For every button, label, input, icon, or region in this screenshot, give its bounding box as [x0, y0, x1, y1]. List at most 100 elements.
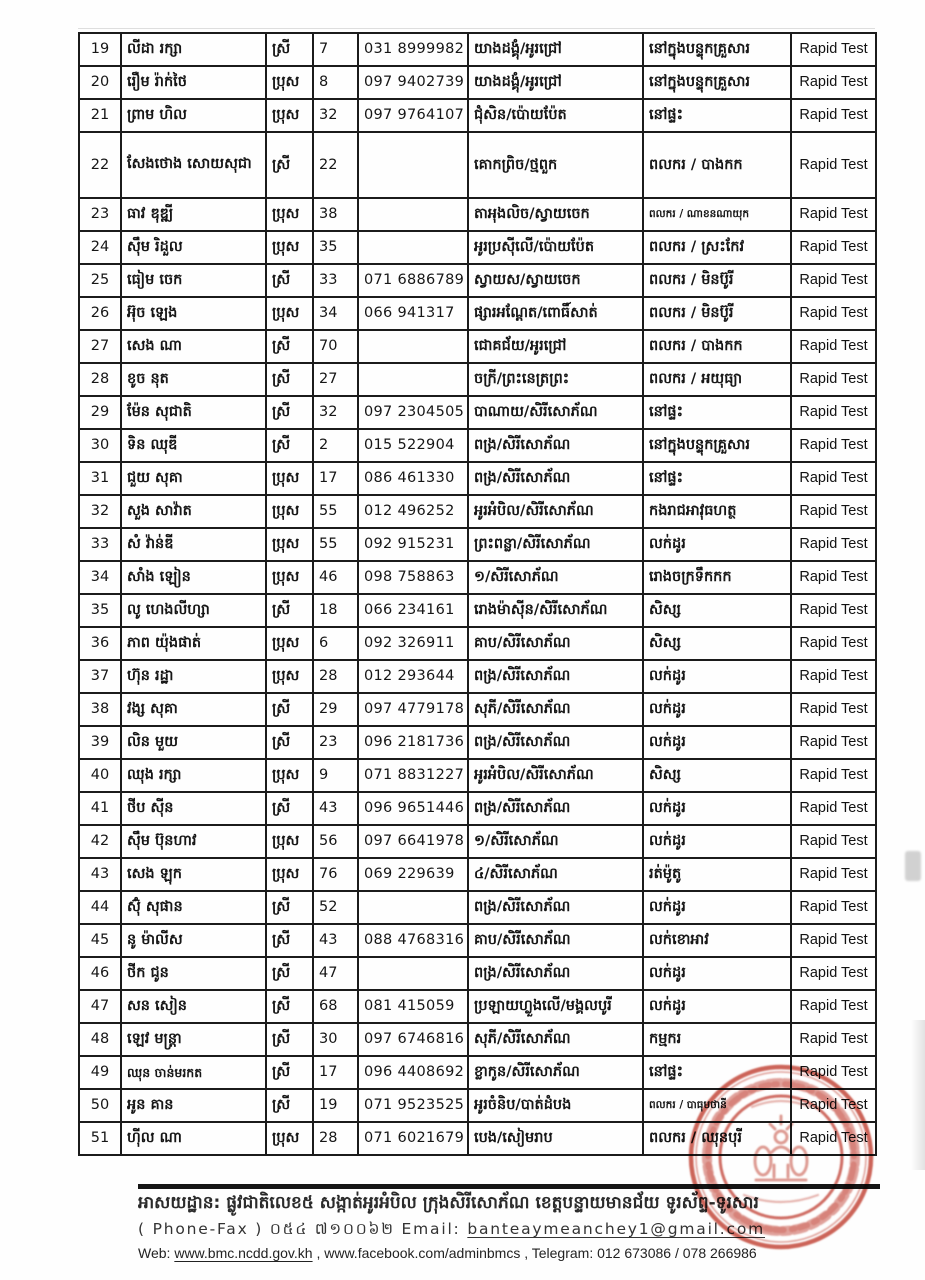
cell-gender: ស្រី [265, 1088, 314, 1123]
cell-row-number: 42 [78, 824, 122, 859]
cell-phone: 097 2304505 [357, 395, 469, 430]
phone-fax-number: ០៥៤ ៧១០០៦២ [269, 1220, 395, 1238]
cell-phone: 071 8831227 [357, 758, 469, 793]
cell-test-type: Rapid Test [790, 593, 877, 628]
table-row: 46 ថីក ជូន ស្រី 47 ពង្រ/សិរីសោភ័ណ លក់ដូរ… [78, 956, 877, 991]
cell-status: ពលករ / មិនប៊ូរី [642, 263, 792, 298]
cell-test-type: Rapid Test [790, 659, 877, 694]
table-row: 26 អ៊ុច ឡេង ប្រុស 34 066 941317 ផ្សារអណ្… [78, 296, 877, 331]
cell-phone: 096 2181736 [357, 725, 469, 760]
cell-address: ពង្រ/សិរីសោភ័ណ [467, 956, 644, 991]
cell-row-number: 28 [78, 362, 122, 397]
table-row: 20 រឿម រ៉ាក់ថៃ ប្រុស 8 097 9402739 យាងដង… [78, 65, 877, 100]
cell-gender: ស្រី [265, 989, 314, 1024]
cell-age: 70 [312, 329, 359, 364]
cell-phone: 071 6886789 [357, 263, 469, 298]
cell-gender: ប្រុស [265, 758, 314, 793]
cell-gender: ប្រុស [265, 461, 314, 496]
cell-status: លក់ដូរ [642, 890, 792, 925]
table-row: 34 សាំង ឡៀន ប្រុស 46 098 758863 ១/សិរីសោ… [78, 560, 877, 595]
cell-age: 8 [312, 65, 359, 100]
cell-name: សេង ណា [120, 329, 267, 364]
cell-phone: 092 915231 [357, 527, 469, 562]
table-row: 30 ទិន ឈុឌី ស្រី 2 015 522904 ពង្រ/សិរីស… [78, 428, 877, 463]
cell-phone: 092 326911 [357, 626, 469, 661]
table-row: 29 ម៉ែន សុជាតិ ស្រី 32 097 2304505 បាណាយ… [78, 395, 877, 430]
scan-edge-shadow [911, 1020, 925, 1170]
web-url: www.bmc.ncdd.gov.kh [174, 1245, 313, 1261]
cell-name: លូ ហេងលីហ្សា [120, 593, 267, 628]
cell-status: នៅផ្ទះ [642, 395, 792, 430]
cell-name: នូ ម៉ាលីស [120, 923, 267, 958]
cell-row-number: 38 [78, 692, 122, 727]
cell-age: 28 [312, 659, 359, 694]
cell-address: គោកព្រិច/ថ្មពួក [467, 131, 644, 199]
cell-age: 18 [312, 593, 359, 628]
cell-status: នៅផ្ទះ [642, 98, 792, 133]
cell-phone [357, 230, 469, 265]
cell-status: រោងចក្រទឹកកក [642, 560, 792, 595]
cell-name: ឈុន ចាន់មរកត [120, 1055, 267, 1090]
cell-gender: ប្រុស [265, 659, 314, 694]
cell-status: លក់ដូរ [642, 824, 792, 859]
cell-test-type: Rapid Test [790, 98, 877, 133]
cell-gender: ប្រុស [265, 626, 314, 661]
cell-address: ចក្រី/ព្រះនេត្រព្រះ [467, 362, 644, 397]
table-row: 19 លីដា រក្សា ស្រី 7 031 8999982 យាងដង្គ… [78, 32, 877, 67]
cell-phone: 012 496252 [357, 494, 469, 529]
cell-row-number: 33 [78, 527, 122, 562]
cell-gender: ស្រី [265, 1022, 314, 1057]
cell-gender: ប្រុស [265, 1121, 314, 1156]
cell-row-number: 44 [78, 890, 122, 925]
cell-age: 43 [312, 791, 359, 826]
cell-row-number: 50 [78, 1088, 122, 1123]
cell-phone: 012 293644 [357, 659, 469, 694]
cell-status: ពលករ / មិនប៊ូរី [642, 296, 792, 331]
footer-divider-line [138, 1184, 880, 1189]
cell-age: 19 [312, 1088, 359, 1123]
cell-test-type: Rapid Test [790, 560, 877, 595]
cell-row-number: 35 [78, 593, 122, 628]
cell-test-type: Rapid Test [790, 725, 877, 760]
cell-phone [357, 329, 469, 364]
email-address: banteaymeanchey1@gmail.com [467, 1220, 766, 1238]
cell-age: 34 [312, 296, 359, 331]
cell-row-number: 26 [78, 296, 122, 331]
cell-name: អ៊ុច ឡេង [120, 296, 267, 331]
cell-address: ស្វាយស/ស្វាយចេក [467, 263, 644, 298]
cell-phone [357, 131, 469, 199]
cell-name: ភាព យ៉ុងផាត់ [120, 626, 267, 661]
cell-test-type: Rapid Test [790, 758, 877, 793]
cell-test-type: Rapid Test [790, 1055, 877, 1090]
cell-phone: 031 8999982 [357, 32, 469, 67]
cell-gender: ស្រី [265, 593, 314, 628]
cell-address: អូរអំបិល/សិរីសោភ័ណ [467, 494, 644, 529]
cell-age: 32 [312, 98, 359, 133]
cell-test-type: Rapid Test [790, 956, 877, 991]
cell-gender: ប្រុស [265, 560, 314, 595]
patient-roster-table: 19 លីដា រក្សា ស្រី 7 031 8999982 យាងដង្គ… [78, 32, 877, 1156]
cell-address: សុភី/សិរីសោភ័ណ [467, 1022, 644, 1057]
table-row: 32 សួង សាវ៉ាត ប្រុស 55 012 496252 អូរអំប… [78, 494, 877, 529]
web-label: Web: [138, 1245, 171, 1261]
cell-test-type: Rapid Test [790, 461, 877, 496]
cell-phone: 097 9402739 [357, 65, 469, 100]
cell-gender: ប្រុស [265, 197, 314, 232]
cell-row-number: 41 [78, 791, 122, 826]
cell-address: ផ្សារអណ្ដែត/ពោធិ៍សាត់ [467, 296, 644, 331]
cell-status: នៅក្នុងបន្ទុកគ្រួសារ [642, 428, 792, 463]
table-row: 47 សន សៀន ស្រី 68 081 415059 ប្រឡាយហ្លួង… [78, 989, 877, 1024]
cell-gender: ស្រី [265, 395, 314, 430]
table-row: 36 ភាព យ៉ុងផាត់ ប្រុស 6 092 326911 គាប/ស… [78, 626, 877, 661]
table-row: 33 សំ វ៉ាន់ឌី ប្រុស 55 092 915231 ព្រះពន… [78, 527, 877, 562]
cell-name: រឿម រ៉ាក់ថៃ [120, 65, 267, 100]
cell-phone [357, 362, 469, 397]
cell-phone: 097 4779178 [357, 692, 469, 727]
cell-gender: ស្រី [265, 32, 314, 67]
cell-age: 6 [312, 626, 359, 661]
cell-age: 56 [312, 824, 359, 859]
cell-address: បាណាយ/សិរីសោភ័ណ [467, 395, 644, 430]
cell-address: ពង្រ/សិរីសោភ័ណ [467, 791, 644, 826]
cell-test-type: Rapid Test [790, 1022, 877, 1057]
cell-row-number: 23 [78, 197, 122, 232]
